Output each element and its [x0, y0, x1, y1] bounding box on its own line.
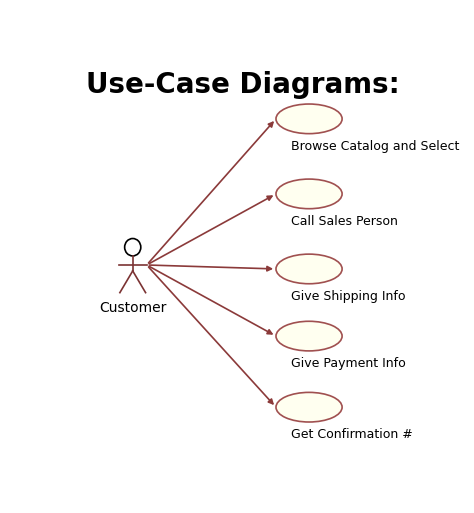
- Text: Customer: Customer: [99, 301, 166, 314]
- Text: Call Sales Person: Call Sales Person: [291, 214, 398, 228]
- Text: Use-Case Diagrams:: Use-Case Diagrams:: [86, 71, 400, 100]
- Text: Give Shipping Info: Give Shipping Info: [291, 290, 405, 303]
- Ellipse shape: [276, 179, 342, 209]
- Text: Browse Catalog and Select: Browse Catalog and Select: [291, 140, 459, 152]
- Ellipse shape: [276, 321, 342, 351]
- Ellipse shape: [276, 254, 342, 284]
- Ellipse shape: [276, 104, 342, 134]
- Ellipse shape: [276, 392, 342, 422]
- Text: Get Confirmation #: Get Confirmation #: [291, 428, 412, 441]
- Text: Give Payment Info: Give Payment Info: [291, 357, 405, 370]
